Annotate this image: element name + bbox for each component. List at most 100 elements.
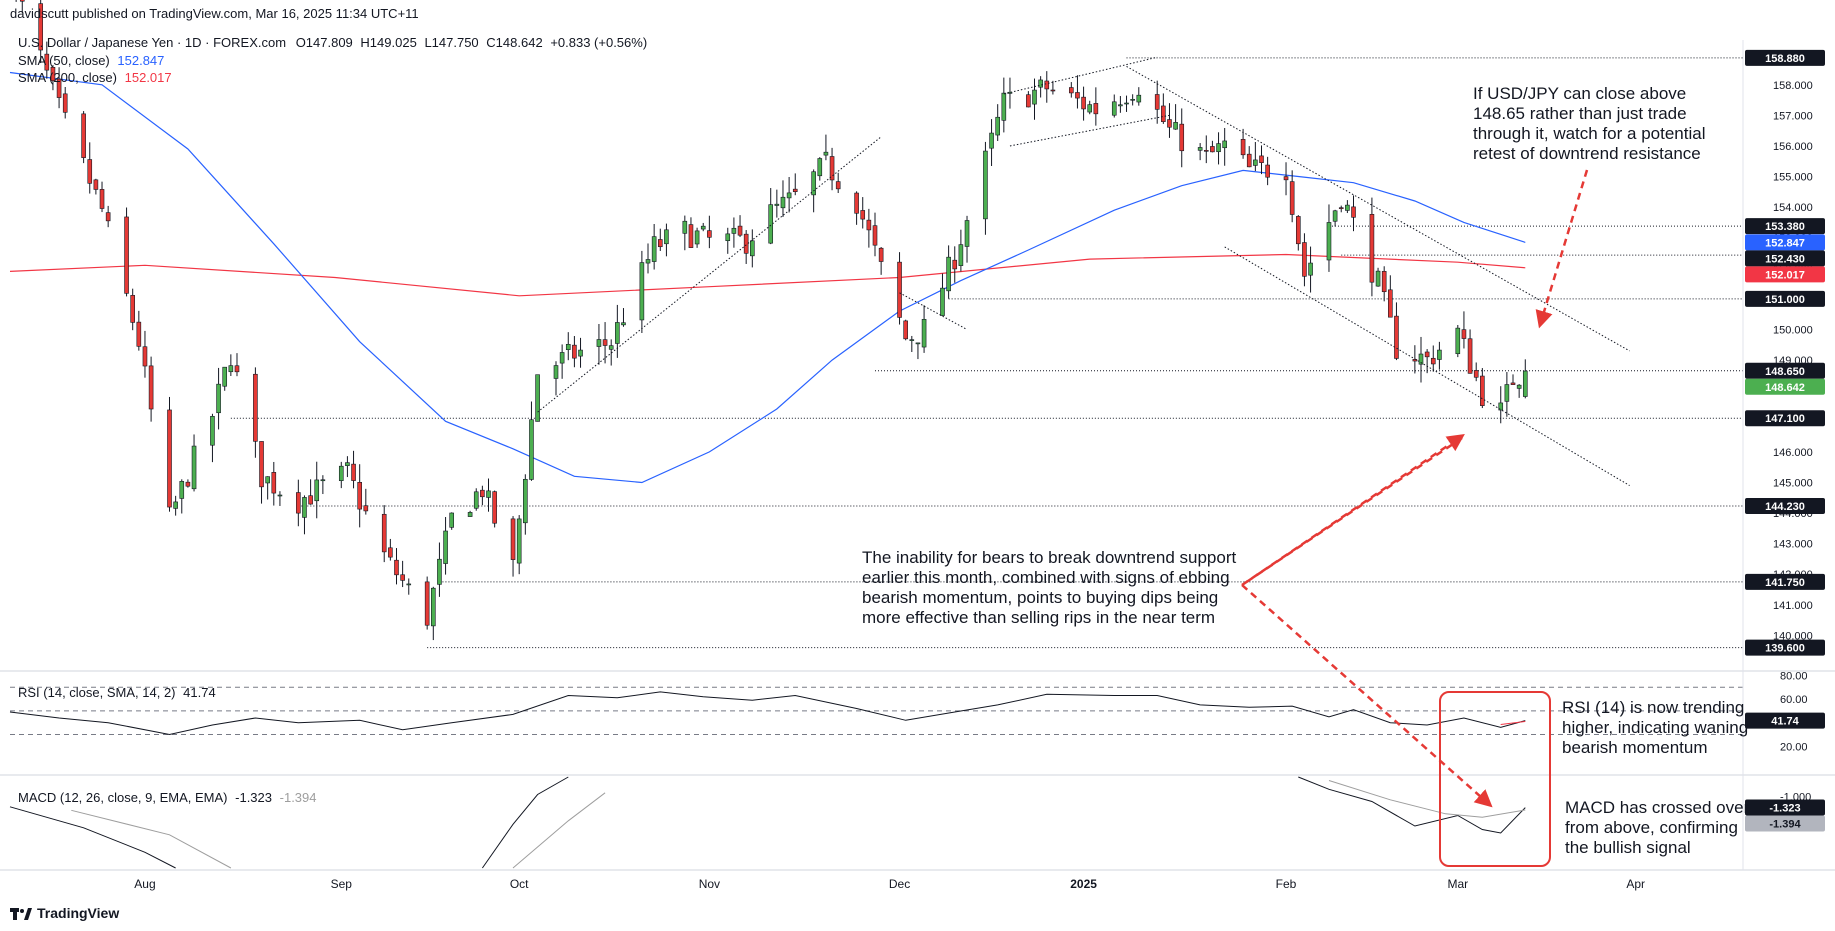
candle-body xyxy=(940,287,945,316)
candle-body xyxy=(1265,164,1270,178)
price-tick-label: 141.000 xyxy=(1773,600,1813,612)
candle-body xyxy=(1461,329,1467,339)
candle-body xyxy=(467,512,473,517)
candle-body xyxy=(400,574,405,581)
time-tick-label: Dec xyxy=(889,877,910,891)
ohlc-change: +0.833 (+0.56%) xyxy=(550,35,648,50)
candle-body xyxy=(516,518,522,564)
macd-signal-line xyxy=(512,792,606,869)
candle-body xyxy=(265,476,270,484)
macd-label: MACD (12, 26, close, 9, EMA, EMA) xyxy=(18,790,228,805)
price-label-tag xyxy=(1745,266,1825,283)
candle-body xyxy=(829,156,835,181)
time-tick-label: 2025 xyxy=(1070,877,1097,891)
candle-body xyxy=(651,236,657,262)
candle-body xyxy=(1044,80,1050,90)
candle-body xyxy=(983,150,988,220)
rsi-tick-label: 20.00 xyxy=(1780,741,1808,753)
candle-body xyxy=(1522,370,1528,397)
candle-body xyxy=(565,343,571,350)
candle-body xyxy=(1038,79,1043,88)
candle-body xyxy=(345,462,350,466)
candle-body xyxy=(424,581,430,626)
annotation-line: MACD has crossed over xyxy=(1565,798,1750,817)
candle-body xyxy=(1412,359,1418,362)
candle-body xyxy=(1351,206,1356,218)
tradingview-brand[interactable]: TradingView xyxy=(10,905,119,921)
candle-body xyxy=(621,322,626,326)
candle-body xyxy=(271,472,277,494)
price-label-text: 144.230 xyxy=(1765,501,1805,513)
candle-body xyxy=(44,53,50,71)
candle-body xyxy=(1173,122,1178,130)
candle-body xyxy=(308,495,313,505)
candle-body xyxy=(1504,384,1510,402)
price-tick-label: 157.000 xyxy=(1773,110,1813,122)
ohlc-high: H149.025 xyxy=(360,35,417,50)
candle-body xyxy=(786,192,792,199)
candle-body xyxy=(259,441,264,488)
candle-body xyxy=(1283,176,1289,181)
candle-body xyxy=(351,463,356,481)
sma200-legend[interactable]: SMA (200, close) 152.017 xyxy=(18,70,172,85)
candle-body xyxy=(124,216,129,294)
candle-body xyxy=(234,365,240,373)
macd-legend[interactable]: MACD (12, 26, close, 9, EMA, EMA) -1.323… xyxy=(18,790,317,805)
candle-body xyxy=(700,225,706,230)
candle-body xyxy=(1326,222,1332,261)
price-tick-label: 155.000 xyxy=(1773,172,1813,184)
macd-signal-line xyxy=(71,809,232,869)
candle-body xyxy=(296,492,301,514)
candle-body xyxy=(1467,338,1473,374)
rsi-legend[interactable]: RSI (14, close, SMA, 14, 2) 41.74 xyxy=(18,685,216,700)
sma200-value: 152.017 xyxy=(124,70,172,85)
candle-body xyxy=(1210,146,1215,153)
annotation-line: earlier this month, combined with signs … xyxy=(862,568,1230,587)
price-label-text: 153.380 xyxy=(1765,221,1805,233)
candle-body xyxy=(1203,150,1209,152)
sma50-legend[interactable]: SMA (50, close) 152.847 xyxy=(18,53,164,68)
candle-body xyxy=(1480,375,1485,406)
annotation-macd: MACD has crossed over from above, confir… xyxy=(1565,798,1749,858)
candle-body xyxy=(394,559,399,576)
annotation-line: more effective than selling rips in the … xyxy=(862,608,1216,627)
candle-body xyxy=(1093,103,1099,115)
price-label-tag xyxy=(1745,290,1825,307)
candle-body xyxy=(578,349,583,357)
candle-body xyxy=(989,132,994,149)
candle-body xyxy=(1081,96,1086,110)
candle-body xyxy=(388,547,393,558)
candle-body xyxy=(921,319,927,348)
candle-body xyxy=(1375,270,1381,287)
candle-body xyxy=(81,113,86,158)
candle-body xyxy=(615,322,620,344)
price-label-text: 148.650 xyxy=(1765,366,1805,378)
annotation-line: from above, confirming xyxy=(1565,818,1738,837)
candle-body xyxy=(1338,207,1344,209)
candle-body xyxy=(1510,382,1516,385)
candle-body xyxy=(136,321,142,347)
candle-body xyxy=(1246,153,1252,168)
annotation-line: The inability for bears to break downtre… xyxy=(862,548,1237,567)
price-label-text: 152.847 xyxy=(1765,237,1805,249)
price-label-tag xyxy=(1745,378,1825,395)
rsi-value-text: 41.74 xyxy=(1771,716,1799,728)
candle-body xyxy=(277,494,283,497)
candle-body xyxy=(1473,370,1479,378)
candle-body xyxy=(811,171,816,196)
candle-body xyxy=(87,159,93,184)
ohlc-open: O147.809 xyxy=(295,35,353,50)
time-tick-label: Feb xyxy=(1276,877,1297,891)
candle-body xyxy=(946,256,951,292)
candle-body xyxy=(19,0,25,2)
candle-body xyxy=(897,261,902,318)
annotation-line: through it, watch for a potential xyxy=(1473,124,1706,143)
symbol-legend[interactable]: U.S. Dollar / Japanese Yen · 1D · FOREX.… xyxy=(18,35,647,50)
candle-body xyxy=(909,339,915,341)
sma50-value: 152.847 xyxy=(117,53,165,68)
annotation-line: RSI (14) is now trending xyxy=(1562,698,1745,717)
candle-body xyxy=(473,491,479,509)
candle-body xyxy=(449,512,455,528)
price-tick-label: 146.000 xyxy=(1773,447,1813,459)
